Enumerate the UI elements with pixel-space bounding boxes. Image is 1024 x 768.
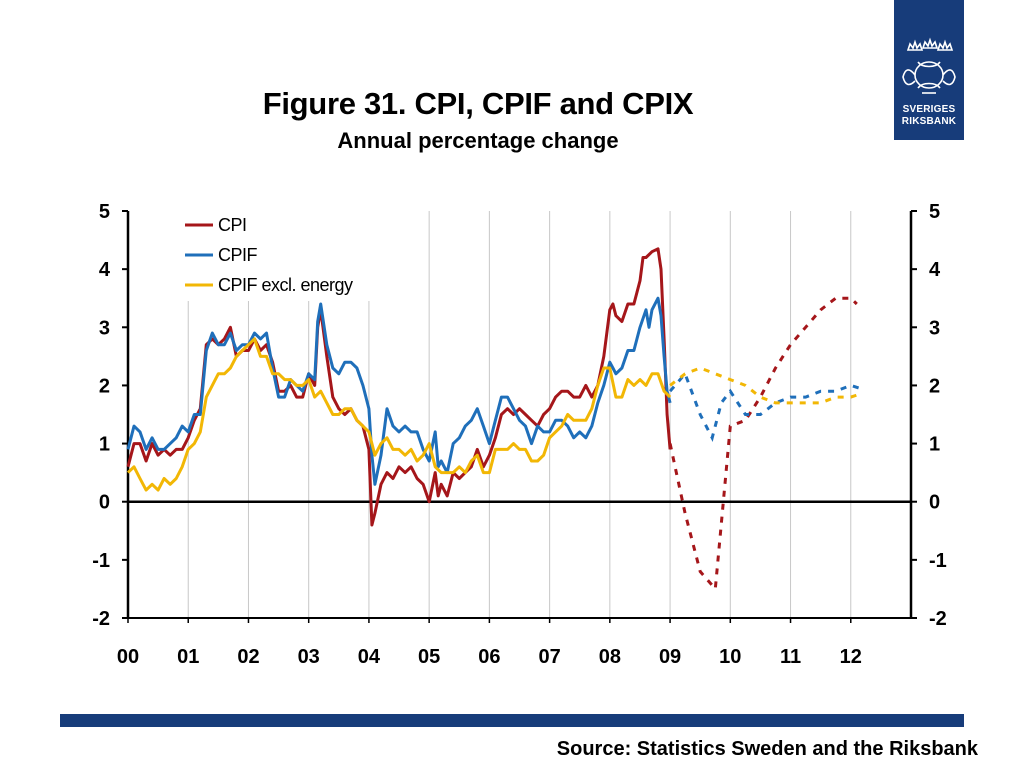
chart-axes: 5 54 43 32 21 10 0-1 -1-2 -200 01 02 03 04 05 06 07 08 09… bbox=[92, 201, 947, 668]
y-tick-label-right: 5 bbox=[929, 201, 940, 223]
y-tick-label-right: -2 bbox=[929, 608, 947, 630]
riksbank-logo: SVERIGES RIKSBANK bbox=[894, 0, 964, 140]
chart-series bbox=[126, 247, 861, 593]
x-tick-label: 03 bbox=[298, 646, 320, 668]
y-tick-label-right: 2 bbox=[929, 375, 940, 397]
footer-bar bbox=[60, 714, 964, 727]
x-tick-label: 05 bbox=[418, 646, 440, 668]
x-tick-label: 11 bbox=[780, 646, 801, 668]
x-tick-label: 06 bbox=[478, 646, 500, 668]
series-forecast-cpif bbox=[668, 370, 861, 442]
y-tick-label-left: 0 bbox=[99, 492, 110, 514]
y-tick-label-left: -1 bbox=[92, 550, 110, 572]
series-line-cpif-excl-energy bbox=[126, 337, 672, 492]
legend-label: CPIF bbox=[218, 245, 258, 265]
y-tick-label-right: 3 bbox=[929, 317, 940, 339]
y-tick-label-right: 4 bbox=[929, 259, 941, 281]
y-tick-label-left: 2 bbox=[99, 375, 110, 397]
chart-subtitle: Annual percentage change bbox=[337, 128, 619, 153]
logo-line1: SVERIGES bbox=[903, 104, 956, 115]
x-tick-label: 09 bbox=[659, 646, 681, 668]
x-tick-label: 10 bbox=[719, 646, 741, 668]
x-tick-label: 01 bbox=[177, 646, 199, 668]
series-forecast-cpif-excl-energy bbox=[669, 366, 861, 405]
x-tick-label: 00 bbox=[117, 646, 139, 668]
y-tick-label-right: 0 bbox=[929, 492, 940, 514]
x-tick-label: 02 bbox=[237, 646, 259, 668]
x-tick-label: 08 bbox=[599, 646, 621, 668]
crown-crest-icon: SVERIGES RIKSBANK bbox=[902, 37, 957, 127]
y-tick-label-left: 5 bbox=[99, 201, 110, 223]
series-forecast-cpi bbox=[668, 296, 858, 593]
x-tick-label: 07 bbox=[538, 646, 560, 668]
legend-label: CPIF excl. energy bbox=[218, 275, 353, 295]
y-tick-label-left: 4 bbox=[99, 259, 111, 281]
chart-title: Figure 31. CPI, CPIF and CPIX bbox=[262, 86, 694, 121]
y-tick-label-left: 1 bbox=[99, 434, 110, 456]
y-tick-label-right: 1 bbox=[929, 434, 940, 456]
legend-label: CPI bbox=[218, 215, 247, 235]
y-tick-label-right: -1 bbox=[929, 550, 947, 572]
line-chart: 5 54 43 32 21 10 0-1 -1-2 -200 01 02 03 04 05 06 07 08 09… bbox=[92, 201, 947, 668]
chart-legend: CPI CPIF CPIF excl. energy bbox=[180, 211, 390, 301]
x-tick-label: 04 bbox=[358, 646, 381, 668]
x-tick-label: 12 bbox=[840, 646, 862, 668]
source-note: Source: Statistics Sweden and the Riksba… bbox=[556, 738, 978, 760]
series-line-cpif bbox=[126, 296, 672, 486]
y-tick-label-left: -2 bbox=[92, 608, 110, 630]
logo-line2: RIKSBANK bbox=[902, 116, 957, 127]
y-tick-label-left: 3 bbox=[99, 317, 110, 339]
legend-box bbox=[180, 211, 390, 301]
